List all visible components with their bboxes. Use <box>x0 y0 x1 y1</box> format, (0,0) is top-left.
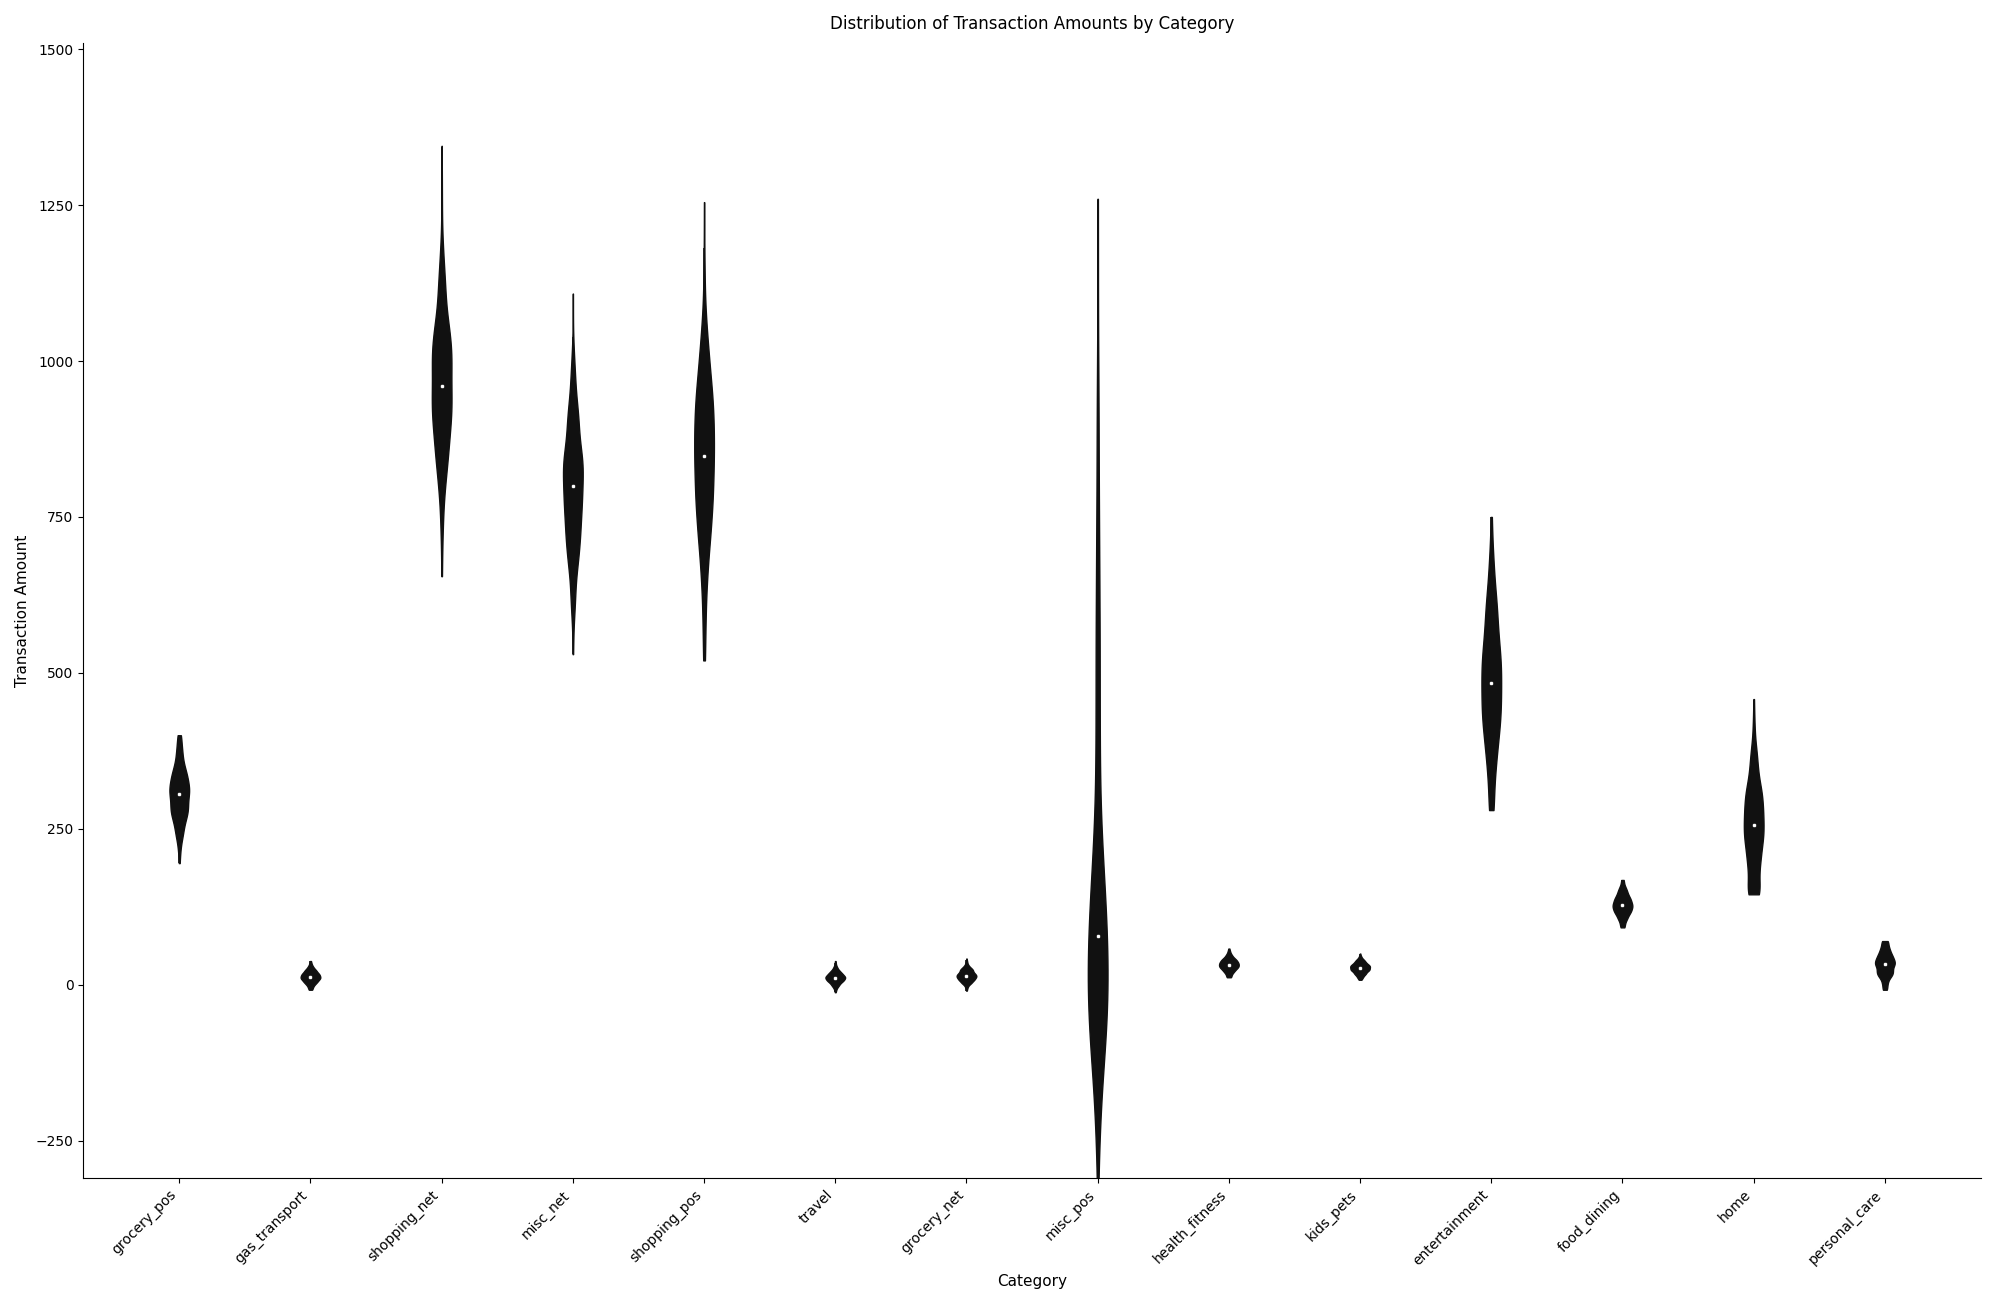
X-axis label: Category: Category <box>998 1274 1068 1288</box>
Point <box>1214 955 1246 975</box>
Point <box>295 966 327 987</box>
Bar <box>832 974 838 981</box>
Bar <box>569 446 577 529</box>
Point <box>164 784 196 805</box>
Bar <box>1487 638 1495 726</box>
Point <box>1607 895 1639 915</box>
Bar <box>1226 961 1234 969</box>
Point <box>950 965 982 986</box>
Title: Distribution of Transaction Amounts by Category: Distribution of Transaction Amounts by C… <box>830 16 1234 33</box>
Point <box>557 475 589 496</box>
Bar <box>1750 794 1758 855</box>
Point <box>425 376 457 396</box>
Bar <box>437 340 445 430</box>
Bar <box>701 403 709 510</box>
Point <box>1868 953 1900 974</box>
Bar <box>1880 956 1888 973</box>
Bar <box>307 973 315 981</box>
Point <box>1739 815 1770 836</box>
Bar <box>1619 897 1627 913</box>
Bar <box>962 971 970 979</box>
Bar <box>1355 964 1363 971</box>
Point <box>1343 957 1375 978</box>
Bar <box>176 776 184 812</box>
Point <box>818 968 850 988</box>
Point <box>1082 926 1114 947</box>
Point <box>1475 673 1507 694</box>
Point <box>689 446 721 467</box>
Bar <box>1094 816 1102 1008</box>
Y-axis label: Transaction Amount: Transaction Amount <box>16 535 30 687</box>
